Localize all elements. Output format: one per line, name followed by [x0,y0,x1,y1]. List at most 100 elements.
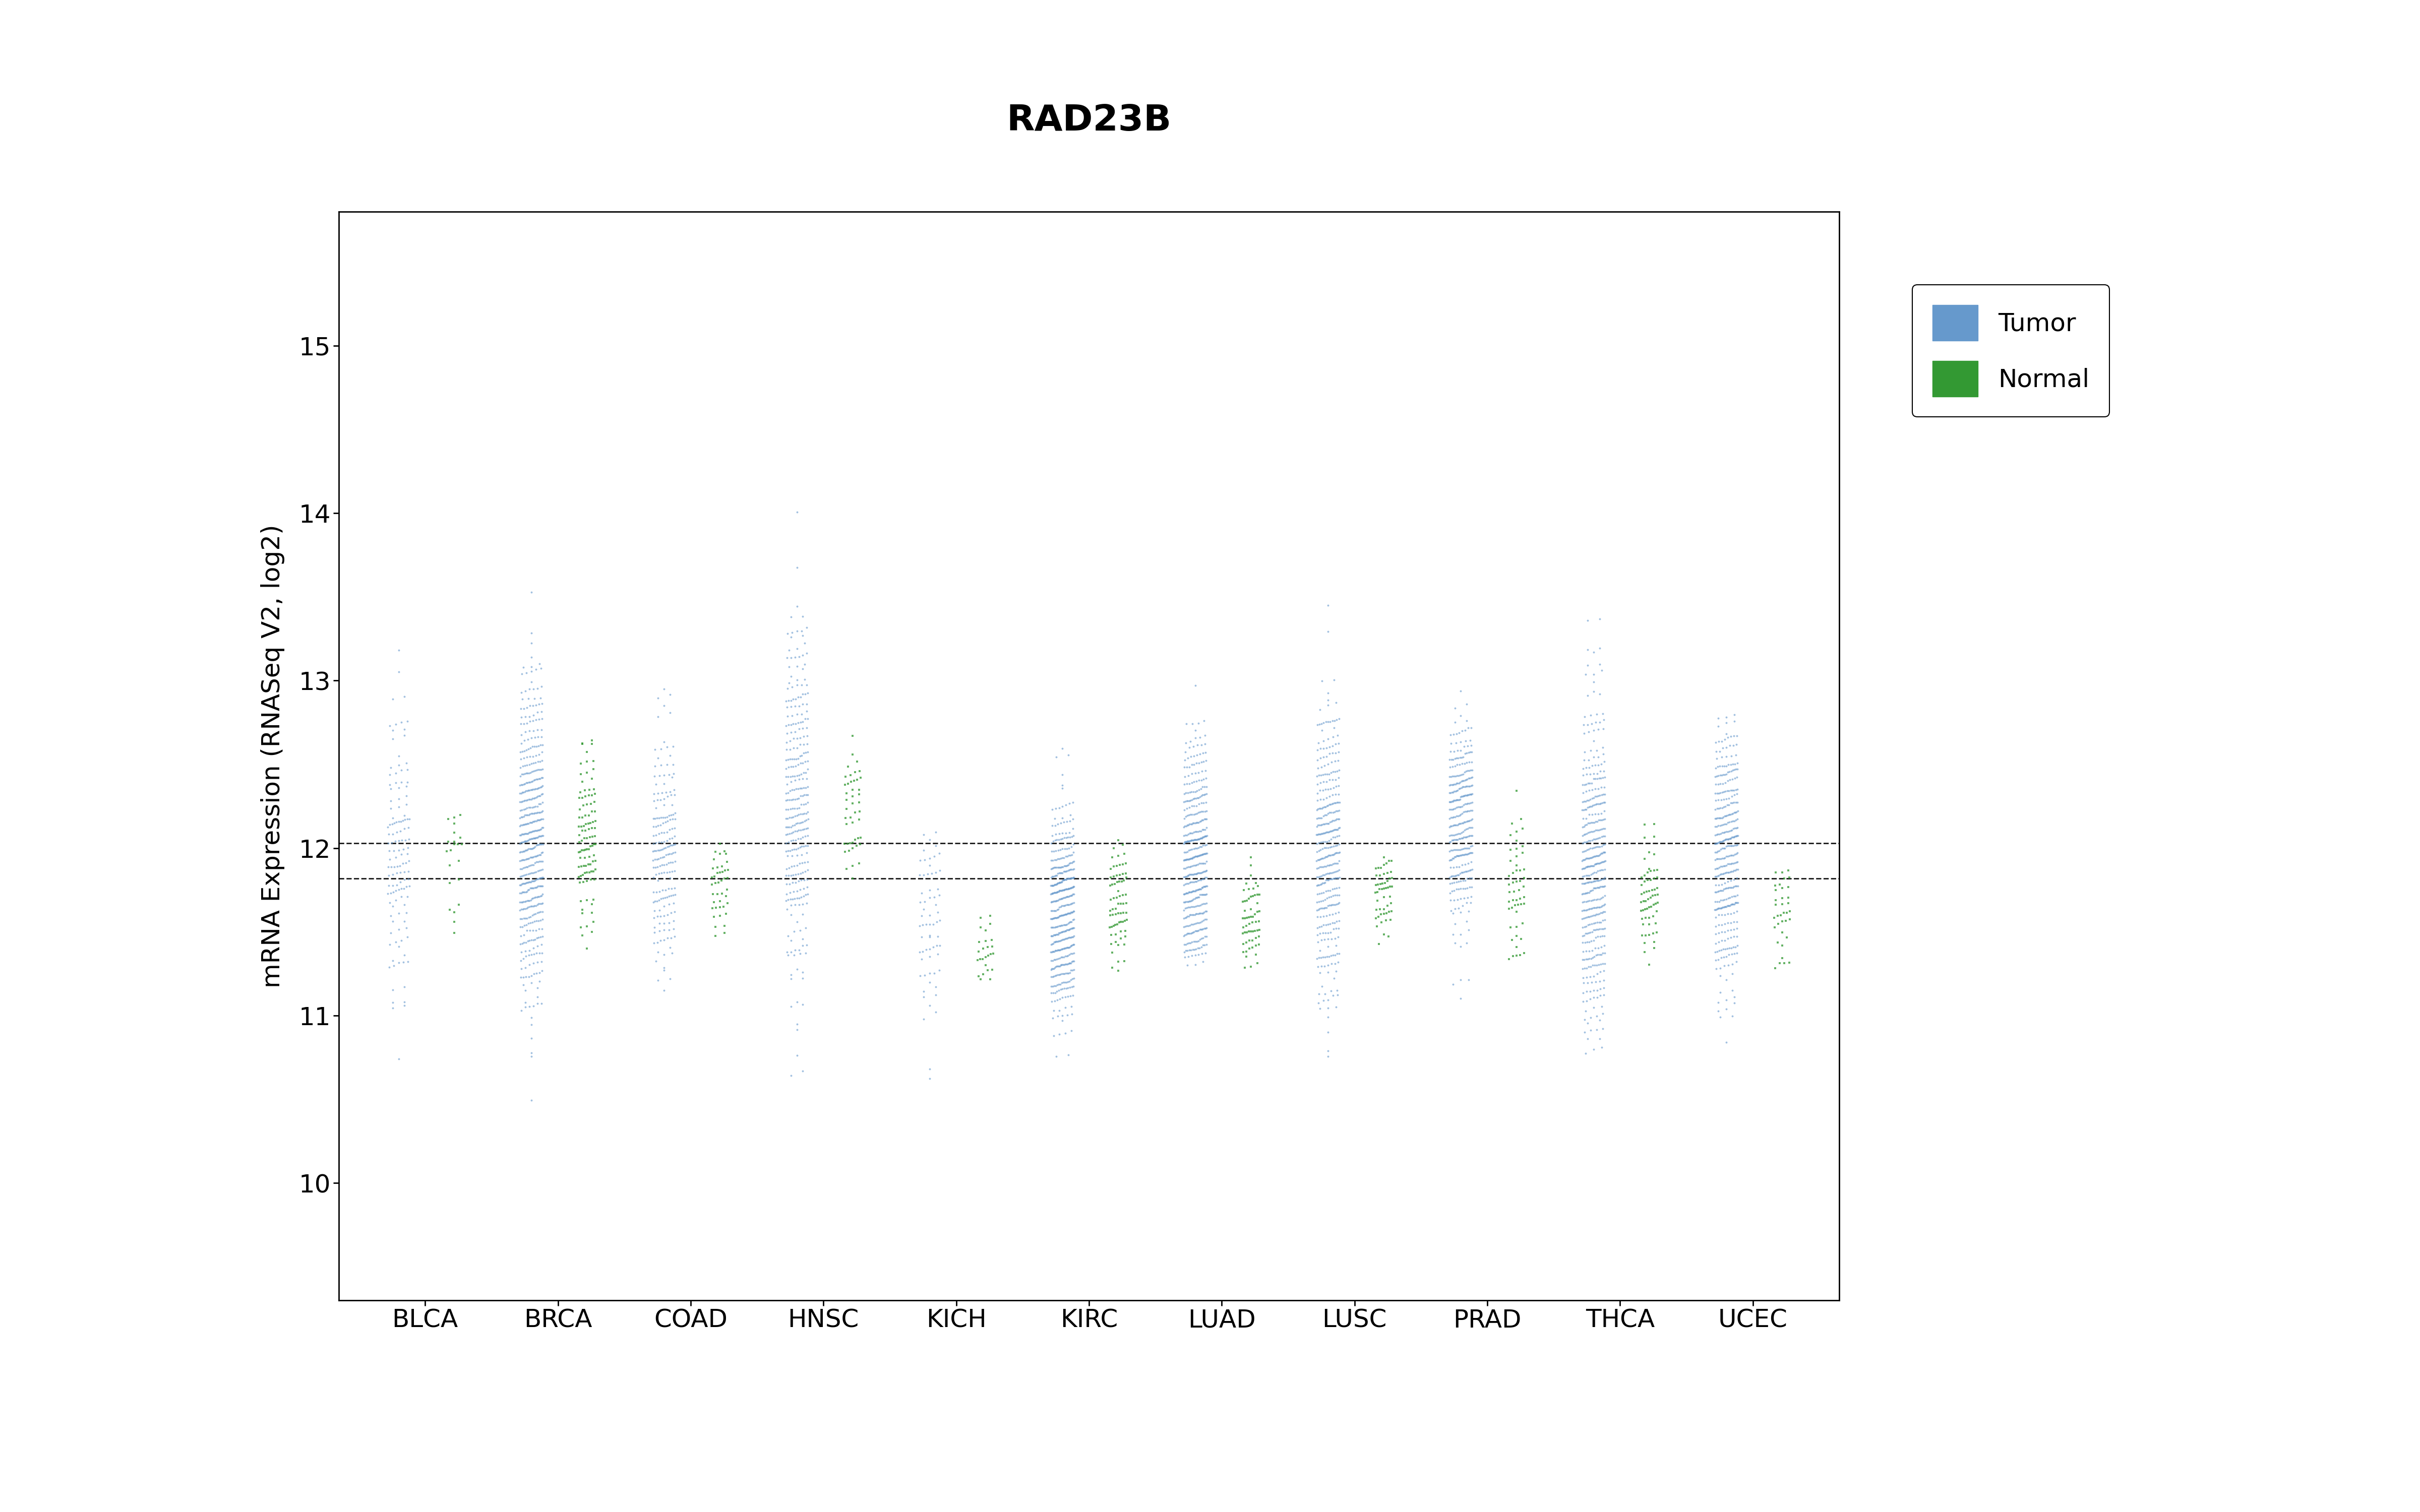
Point [786,891,825,915]
Point [1629,868,1667,892]
Point [774,788,813,812]
Point [1045,903,1084,927]
Point [1188,833,1227,857]
Point [1171,903,1210,927]
Point [767,696,806,720]
Point [1372,866,1411,891]
Point [1704,806,1742,830]
Point [1568,980,1607,1004]
Point [1043,903,1082,927]
Point [1041,860,1079,885]
Point [385,990,424,1015]
Point [1629,860,1667,885]
Point [506,965,544,989]
Point [1701,806,1740,830]
Point [1447,836,1486,860]
Point [1370,848,1408,872]
Point [1169,829,1208,853]
Point [1580,875,1619,900]
Point [770,765,808,789]
Point [1566,956,1604,980]
Point [561,889,600,913]
Point [1091,931,1130,956]
Point [1638,883,1677,907]
Point [1041,878,1079,903]
Point [1297,891,1336,915]
Point [1709,753,1747,777]
Point [644,806,682,830]
Point [506,812,544,836]
Point [1711,936,1750,960]
Point [1302,797,1341,821]
Point [1573,978,1612,1002]
Point [1053,959,1091,983]
Point [1571,854,1609,878]
Point [382,820,421,844]
Point [639,764,678,788]
Point [1571,947,1609,971]
Point [1166,872,1205,897]
Point [1188,874,1227,898]
Point [506,788,544,812]
Point [1578,868,1617,892]
Point [508,803,547,827]
Point [1445,751,1483,776]
Point [523,916,561,940]
Point [1580,606,1619,631]
Point [1566,915,1604,939]
Point [1704,736,1742,761]
Point [1696,765,1735,789]
Point [1762,903,1800,927]
Point [1573,986,1612,1010]
Point [1174,770,1212,794]
Point [1041,962,1079,986]
Point [644,918,682,942]
Point [767,844,806,868]
Point [569,860,607,885]
Point [1314,709,1353,733]
Point [515,801,554,826]
Point [1716,874,1754,898]
Point [1036,829,1074,853]
Point [506,762,544,786]
Point [1304,795,1343,820]
Point [1176,718,1215,742]
Point [508,829,547,853]
Point [1043,977,1082,1001]
Point [1033,1005,1072,1030]
Point [1580,916,1619,940]
Point [561,839,600,863]
Point [1171,812,1210,836]
Point [1435,739,1474,764]
Point [1171,812,1210,836]
Point [1442,900,1481,924]
Point [1304,989,1343,1013]
Point [968,959,1007,983]
Point [1442,968,1481,992]
Point [842,765,881,789]
Point [515,759,554,783]
Point [1445,741,1483,765]
Point [1174,829,1212,853]
Point [1568,838,1607,862]
Point [513,845,552,869]
Point [1365,877,1404,901]
Point [1031,865,1070,889]
Point [373,812,411,836]
Point [1435,696,1474,720]
Point [1164,848,1203,872]
Point [777,754,816,779]
Point [508,812,547,836]
Point [523,765,561,789]
Point [639,854,678,878]
Point [1711,833,1750,857]
Point [501,804,540,829]
Point [1300,960,1338,984]
Point [1435,764,1474,788]
Point [1181,894,1220,918]
Point [1302,872,1341,897]
Point [1445,735,1483,759]
Point [513,751,552,776]
Point [649,892,687,916]
Point [1188,859,1227,883]
